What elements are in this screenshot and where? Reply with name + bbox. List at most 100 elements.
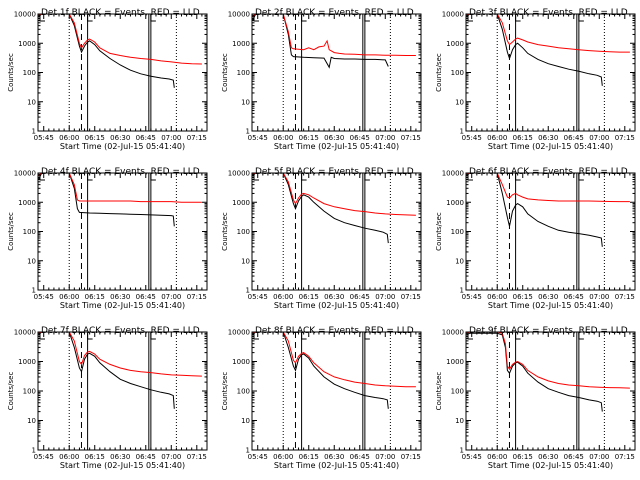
x-tick-label: 06:15 <box>513 453 533 461</box>
y-tick-label: 10000 <box>228 170 250 178</box>
chart-panel-4: Det 4f BLACK = Events, RED = LLD 1 10 100 10… <box>7 167 208 310</box>
y-tick-label: 10000 <box>14 11 36 19</box>
x-tick-label: 06:00 <box>59 134 79 142</box>
marker-glyph <box>301 15 307 22</box>
plot-frame <box>251 331 422 451</box>
x-axis: 05:45 06:00 06:15 06:30 06:45 07:00 07:15Start… <box>34 14 207 151</box>
chart-panel-1: Det 1f BLACK = Events, RED = LLD 1 10 100 10… <box>7 8 208 151</box>
marker-glyph <box>515 174 521 181</box>
x-tick-label: 07:00 <box>375 134 395 142</box>
x-tick-label: 06:15 <box>299 134 319 142</box>
y-axis-label: Counts/sec <box>7 212 15 251</box>
y-tick-label: 10 <box>27 257 36 265</box>
x-axis: 05:45 06:00 06:15 06:30 06:45 07:00 07:15Start… <box>248 332 421 470</box>
marker-glyph <box>578 174 584 181</box>
chart-title: Det 9f BLACK = Events, RED = LLD <box>469 326 628 336</box>
x-tick-label: 06:00 <box>487 453 507 461</box>
marker-glyph <box>301 333 307 340</box>
y-tick-label: 1000 <box>18 40 36 48</box>
y-axis-label: Counts/sec <box>221 212 229 251</box>
x-tick-label: 07:15 <box>401 134 421 142</box>
x-axis-label: Start Time (02-Jul-15 05:41:40) <box>488 461 613 470</box>
y-tick-label: 10000 <box>442 170 464 178</box>
reference-lines <box>282 14 391 131</box>
x-tick-label: 07:15 <box>187 134 207 142</box>
y-axis: 1 10 100 1000 10000 Counts/sec <box>435 329 635 455</box>
series-line-events <box>38 332 175 409</box>
x-tick-label: 06:15 <box>85 134 105 142</box>
y-tick-label: 1 <box>246 287 250 295</box>
x-tick-label: 05:45 <box>34 134 54 142</box>
y-tick-label: 1 <box>460 447 464 455</box>
x-tick-label: 06:30 <box>538 453 558 461</box>
x-axis: 05:45 06:00 06:15 06:30 06:45 07:00 07:15Start… <box>462 332 635 470</box>
y-tick-label: 1000 <box>232 199 250 207</box>
x-tick-label: 06:45 <box>564 134 584 142</box>
plot-frame <box>465 13 636 132</box>
x-tick-label: 07:00 <box>161 453 181 461</box>
y-tick-label: 100 <box>237 69 250 77</box>
marker-glyph <box>150 174 156 181</box>
x-axis-label: Start Time (02-Jul-15 05:41:40) <box>60 301 185 310</box>
reference-lines <box>68 332 177 450</box>
x-tick-label: 06:30 <box>538 134 558 142</box>
y-tick-label: 1 <box>246 128 250 136</box>
chart-title: Det 1f BLACK = Events, RED = LLD <box>41 8 200 18</box>
x-tick-label: 06:15 <box>513 293 533 301</box>
marker-glyph <box>578 333 584 340</box>
marker-glyph <box>515 333 521 340</box>
x-tick-label: 06:30 <box>110 293 130 301</box>
x-axis: 05:45 06:00 06:15 06:30 06:45 07:00 07:15Start… <box>462 14 635 151</box>
y-tick-label: 10000 <box>228 11 250 19</box>
y-axis: 1 10 100 1000 10000 Counts/sec <box>221 329 421 455</box>
y-tick-label: 100 <box>23 69 36 77</box>
x-axis-label: Start Time (02-Jul-15 05:41:40) <box>60 461 185 470</box>
y-tick-label: 100 <box>237 228 250 236</box>
chart-panel-8: Det 8f BLACK = Events, RED = LLD 1 10 100 10… <box>221 326 422 470</box>
chart-panel-2: Det 2f BLACK = Events, RED = LLD 1 10 100 10… <box>221 8 422 151</box>
x-tick-label: 06:15 <box>299 453 319 461</box>
x-tick-label: 05:45 <box>248 134 268 142</box>
series-line-events <box>252 14 389 69</box>
y-tick-label: 10000 <box>14 329 36 337</box>
reference-lines <box>68 173 177 290</box>
marker-glyph <box>364 333 370 340</box>
x-tick-label: 07:15 <box>187 293 207 301</box>
marker-glyph <box>364 15 370 22</box>
y-tick-label: 100 <box>451 388 464 396</box>
x-axis-label: Start Time (02-Jul-15 05:41:40) <box>488 301 613 310</box>
y-tick-label: 10 <box>455 417 464 425</box>
x-tick-label: 06:15 <box>299 293 319 301</box>
y-tick-label: 1 <box>460 128 464 136</box>
x-tick-label: 06:00 <box>487 293 507 301</box>
marker-glyph <box>150 15 156 22</box>
y-tick-label: 100 <box>237 388 250 396</box>
x-axis-label: Start Time (02-Jul-15 05:41:40) <box>274 461 399 470</box>
plot-frame <box>37 172 208 291</box>
y-axis-label: Counts/sec <box>7 372 15 411</box>
x-tick-label: 06:00 <box>273 293 293 301</box>
y-tick-label: 10 <box>241 98 250 106</box>
series-line-events <box>252 173 389 244</box>
series-line-events <box>252 332 389 409</box>
chart-title: Det 3f BLACK = Events, RED = LLD <box>469 8 628 18</box>
x-tick-label: 06:15 <box>513 134 533 142</box>
chart-panel-3: Det 3f BLACK = Events, RED = LLD 1 10 100 10… <box>435 8 636 151</box>
series-line-events <box>466 14 603 86</box>
x-tick-label: 05:45 <box>462 453 482 461</box>
series-line-lld <box>38 332 202 377</box>
y-axis-label: Counts/sec <box>7 53 15 92</box>
y-tick-label: 1 <box>32 447 36 455</box>
x-tick-label: 06:45 <box>564 293 584 301</box>
reference-lines <box>496 173 605 290</box>
y-axis: 1 10 100 1000 10000 Counts/sec <box>435 11 635 136</box>
chart-panel-5: Det 5f BLACK = Events, RED = LLD 1 10 100 10… <box>221 167 422 310</box>
plot-frame <box>465 172 636 291</box>
series-line-lld <box>466 173 630 203</box>
marker-glyph <box>301 174 307 181</box>
x-tick-label: 07:15 <box>401 453 421 461</box>
x-tick-label: 06:15 <box>85 293 105 301</box>
y-tick-label: 100 <box>23 228 36 236</box>
x-axis-label: Start Time (02-Jul-15 05:41:40) <box>274 142 399 151</box>
